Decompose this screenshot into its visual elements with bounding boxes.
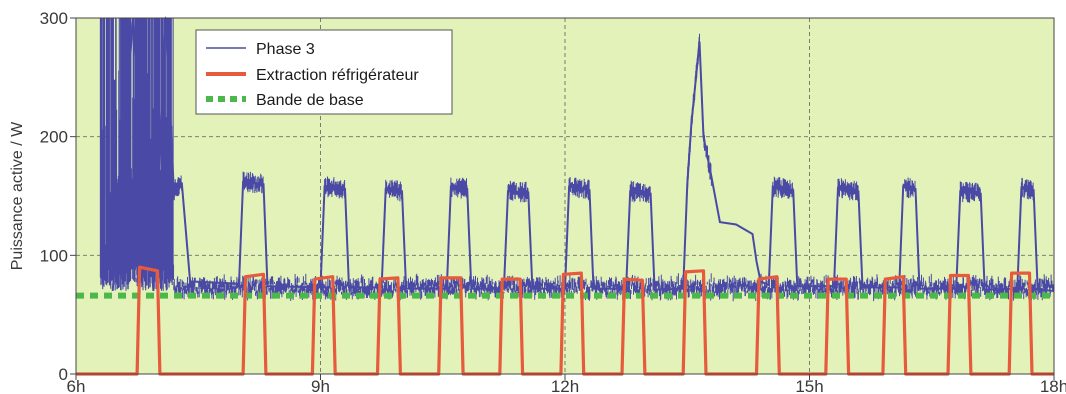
x-tick-label: 15h	[795, 377, 823, 394]
series-phase-3-peak-noise	[385, 179, 403, 202]
series-phase-3-peak-noise	[629, 180, 651, 203]
series-phase-3-peak-noise	[450, 177, 468, 199]
y-axis-title: Puissance active / W	[9, 121, 26, 270]
legend-label-bande-de-base: Bande de base	[256, 92, 364, 109]
series-phase-3-noise-band	[99, 18, 175, 291]
series-phase-3-peak-noise	[703, 130, 712, 186]
series-phase-3-peak-noise	[959, 181, 981, 203]
y-tick-label: 300	[40, 9, 68, 28]
x-tick-label: 12h	[551, 377, 579, 394]
x-tick-label: 9h	[311, 377, 330, 394]
series-phase-3-peak-noise	[242, 171, 264, 194]
series-phase-3-peak-noise	[173, 175, 183, 201]
y-tick-label: 100	[40, 246, 68, 265]
x-tick-label: 18h	[1040, 377, 1066, 394]
legend-label-phase-3: Phase 3	[256, 41, 315, 58]
y-tick-label: 200	[40, 128, 68, 147]
series-phase-3-peak-noise	[690, 37, 700, 135]
y-tick-label: 0	[59, 365, 68, 384]
series-phase-3-peak-noise	[837, 178, 859, 201]
series-phase-3-peak-noise	[772, 176, 794, 199]
series-phase-3-peak-noise	[324, 176, 346, 199]
series-phase-3-peak-noise	[902, 177, 916, 199]
legend-label-extraction: Extraction réfrigérateur	[256, 67, 419, 84]
series-phase-3-peak-noise	[1020, 177, 1034, 201]
x-tick-label: 6h	[67, 377, 86, 394]
series-phase-3-peak-noise	[507, 180, 529, 203]
series-phase-3-peak-noise	[568, 177, 590, 201]
